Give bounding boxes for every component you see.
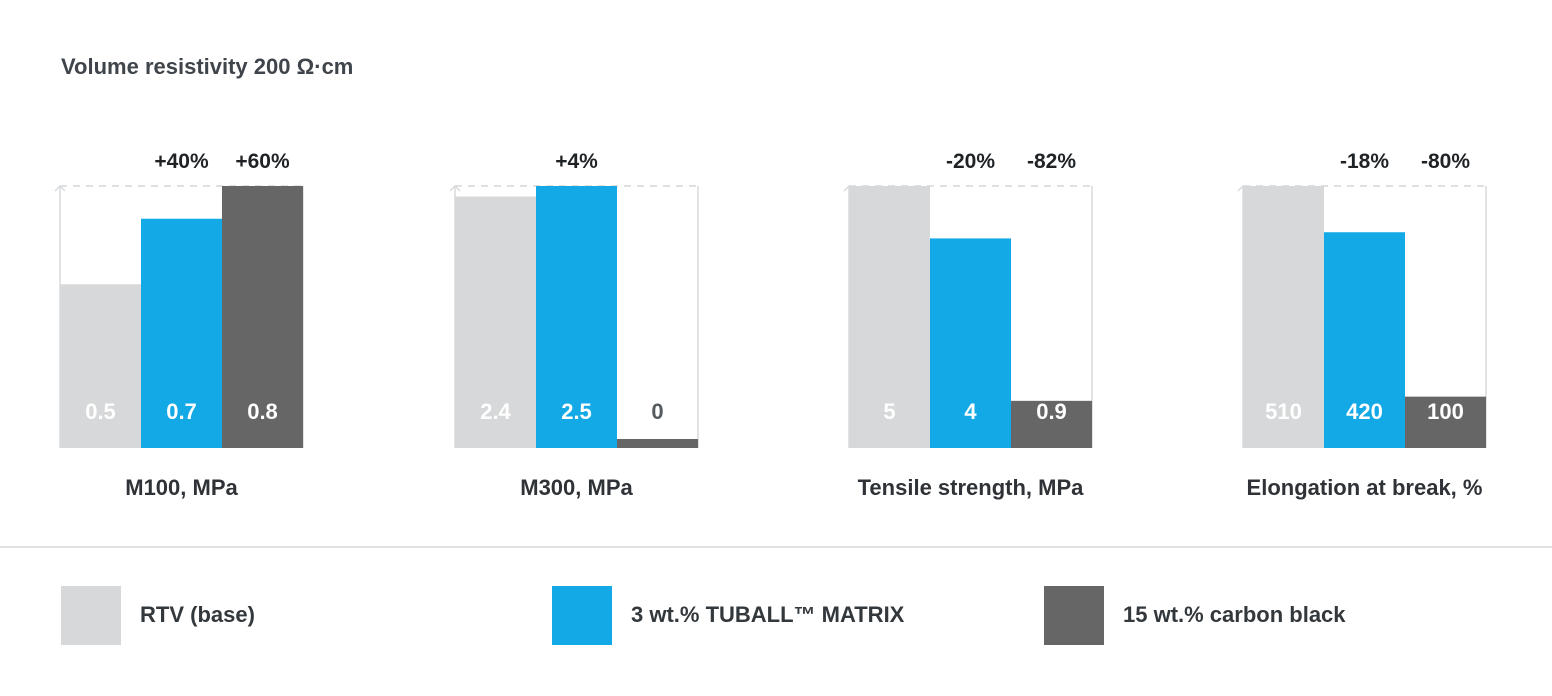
group-label: Tensile strength, MPa [858, 475, 1085, 500]
change-label: -82% [1027, 150, 1076, 173]
legend-label: 3 wt.% TUBALL™ MATRIX [631, 602, 905, 627]
change-label: +40% [154, 150, 209, 173]
chart-groups: 0.5 0.7 +40% 0.8 +60% M100, MPa 2.4 2.5 +4% 0 M300… [54, 150, 1487, 500]
bar-2-3 [617, 439, 698, 448]
guide-arrow-icon [54, 184, 66, 192]
bar-3-2 [930, 238, 1011, 448]
bar-1-3 [222, 186, 303, 448]
bar-4-2 [1324, 232, 1405, 448]
group-1: 0.5 0.7 +40% 0.8 +60% M100, MPa [54, 150, 304, 500]
legend-label: RTV (base) [140, 602, 255, 627]
group-2: 2.4 2.5 +4% 0 M300, MPa [449, 150, 699, 500]
bar-4-1 [1243, 186, 1324, 448]
bar-value-label: 0.7 [166, 399, 197, 424]
change-label: -18% [1340, 150, 1389, 173]
bar-value-label: 0.9 [1036, 399, 1067, 424]
bar-value-label: 0 [651, 399, 663, 424]
bar-value-label: 100 [1427, 399, 1464, 424]
bar-3-3 [1011, 400, 1092, 448]
bar-value-label: 0.8 [247, 399, 278, 424]
group-4: 510 420 -18% 100 -80% Elongation at break, % [1237, 150, 1487, 500]
bar-1-2 [141, 218, 222, 448]
legend-swatch [1044, 586, 1104, 645]
change-label: -80% [1421, 150, 1470, 173]
bar-value-label: 5 [883, 399, 895, 424]
bar-value-label: 4 [964, 399, 977, 424]
bar-value-label: 420 [1346, 399, 1383, 424]
bar-value-label: 2.4 [480, 399, 511, 424]
guide-arrow-icon [449, 184, 461, 192]
legend-item-2: 3 wt.% TUBALL™ MATRIX [552, 586, 905, 645]
group-label: M300, MPa [520, 475, 633, 500]
bar-3-1 [849, 186, 930, 448]
group-3: 5 4 -20% 0.9 -82% Tensile strength, MPa [843, 150, 1093, 500]
change-label: -20% [946, 150, 995, 173]
legend: RTV (base) 3 wt.% TUBALL™ MATRIX 15 wt.% c… [61, 586, 1346, 645]
bar-value-label: 0.5 [85, 399, 116, 424]
legend-swatch [552, 586, 612, 645]
legend-item-1: RTV (base) [61, 586, 255, 645]
legend-swatch [61, 586, 121, 645]
bar-value-label: 510 [1265, 399, 1302, 424]
legend-label: 15 wt.% carbon black [1123, 602, 1346, 627]
group-label: M100, MPa [125, 475, 238, 500]
legend-item-3: 15 wt.% carbon black [1044, 586, 1346, 645]
change-label: +60% [235, 150, 290, 173]
group-label: Elongation at break, % [1247, 475, 1483, 500]
chart-title: Volume resistivity 200 Ω·cm [61, 54, 353, 79]
change-label: +4% [555, 150, 598, 173]
bar-2-1 [455, 196, 536, 448]
bar-value-label: 2.5 [561, 399, 592, 424]
bar-1-1 [60, 284, 141, 448]
bar-2-2 [536, 186, 617, 448]
bar-4-3 [1405, 396, 1486, 448]
